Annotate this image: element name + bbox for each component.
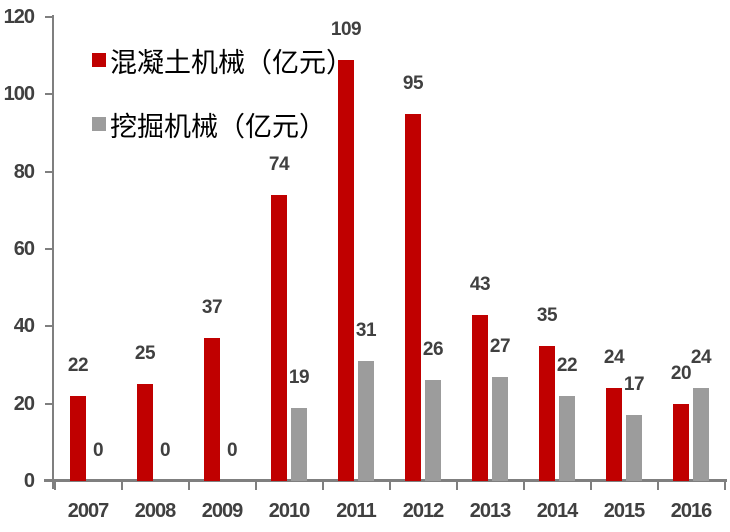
y-axis-tick-mark bbox=[45, 325, 53, 328]
y-axis-tick-label-80: 80 bbox=[13, 160, 35, 183]
concrete-machinery-bar-2007 bbox=[70, 395, 86, 481]
concrete-machinery-bar-2008 bbox=[137, 384, 153, 481]
x-axis-line bbox=[44, 479, 727, 482]
y-axis-tick-mark bbox=[45, 16, 53, 18]
concrete-machinery-bar-2013 bbox=[472, 314, 488, 481]
x-axis-label-2010: 2010 bbox=[268, 500, 311, 522]
y-axis-tick-label-20: 20 bbox=[13, 392, 35, 415]
y-axis-line bbox=[52, 15, 54, 489]
x-axis-label-2007: 2007 bbox=[67, 500, 110, 522]
concrete-machinery-value-label-2016: 20 bbox=[670, 362, 692, 384]
concrete-machinery-value-label-2014: 35 bbox=[536, 304, 558, 326]
legend-item-excavator-machinery[interactable]: 挖掘机械（亿元） bbox=[92, 104, 353, 144]
concrete-machinery-bar-2016 bbox=[673, 403, 689, 481]
concrete-machinery-value-label-2010: 74 bbox=[268, 153, 290, 175]
x-axis-tick-mark bbox=[589, 481, 592, 490]
x-axis-label-2011: 2011 bbox=[336, 500, 376, 522]
concrete-machinery-value-label-2013: 43 bbox=[469, 273, 491, 295]
x-axis-tick-mark bbox=[321, 481, 324, 490]
x-axis-tick-mark bbox=[455, 481, 458, 490]
x-axis-label-2016: 2016 bbox=[670, 500, 713, 522]
excavator-machinery-value-label-2014: 22 bbox=[556, 354, 578, 376]
x-axis-tick-mark bbox=[656, 481, 659, 490]
x-axis-label-2009: 2009 bbox=[201, 500, 244, 522]
excavator-machinery-value-label-2012: 26 bbox=[422, 339, 444, 361]
y-axis-tick-mark bbox=[45, 170, 53, 173]
y-axis-tick-label-60: 60 bbox=[13, 238, 35, 260]
y-axis-tick-label-100: 100 bbox=[3, 83, 35, 106]
excavator-machinery-bar-2014 bbox=[559, 395, 575, 481]
concrete-machinery-bar-2010 bbox=[271, 194, 287, 481]
x-axis-tick-mark bbox=[254, 481, 257, 490]
excavator-machinery-value-label-2007: 0 bbox=[92, 440, 104, 461]
x-axis-label-2015: 2015 bbox=[603, 500, 646, 522]
legend-label-concrete-machinery: 混凝土机械（亿元） bbox=[110, 47, 353, 79]
concrete-machinery-value-label-2015: 24 bbox=[603, 347, 625, 369]
concrete-machinery-bar-2011 bbox=[338, 59, 354, 481]
x-axis-tick-mark bbox=[522, 481, 525, 490]
y-axis-tick-label-40: 40 bbox=[13, 315, 35, 338]
excavator-machinery-value-label-2013: 27 bbox=[489, 335, 511, 357]
legend-swatch-gray-icon bbox=[92, 117, 106, 131]
excavator-machinery-value-label-2008: 0 bbox=[159, 440, 171, 461]
y-axis-tick-label-120: 120 bbox=[3, 6, 35, 28]
excavator-machinery-value-label-2015: 17 bbox=[623, 374, 645, 396]
excavator-machinery-bar-2013 bbox=[492, 376, 508, 481]
x-axis-label-2014: 2014 bbox=[536, 500, 579, 522]
x-axis-tick-mark bbox=[187, 481, 190, 490]
x-axis-label-2012: 2012 bbox=[402, 500, 445, 522]
x-axis-tick-mark bbox=[388, 481, 391, 490]
x-axis-tick-mark bbox=[723, 481, 726, 490]
y-axis-tick-mark bbox=[45, 248, 53, 250]
x-axis-tick-mark bbox=[120, 481, 123, 490]
y-axis-tick-label-0: 0 bbox=[23, 470, 35, 492]
chart-legend: 混凝土机械（亿元） 挖掘机械（亿元） bbox=[92, 40, 353, 168]
excavator-machinery-bar-2011 bbox=[358, 361, 374, 481]
concrete-machinery-value-label-2012: 95 bbox=[402, 72, 424, 94]
excavator-machinery-value-label-2011: 31 bbox=[355, 320, 377, 342]
y-axis-tick-mark bbox=[45, 402, 53, 405]
legend-swatch-red-icon bbox=[92, 53, 106, 67]
x-axis-label-2013: 2013 bbox=[469, 500, 512, 522]
excavator-machinery-bar-2015 bbox=[626, 415, 642, 481]
y-axis-tick-mark bbox=[45, 480, 53, 482]
concrete-machinery-bar-2009 bbox=[204, 337, 220, 481]
excavator-machinery-bar-2016 bbox=[693, 388, 709, 481]
legend-label-excavator-machinery: 挖掘机械（亿元） bbox=[110, 111, 326, 143]
concrete-machinery-bar-2014 bbox=[539, 345, 555, 481]
concrete-machinery-value-label-2007: 22 bbox=[67, 354, 89, 376]
legend-item-concrete-machinery[interactable]: 混凝土机械（亿元） bbox=[92, 40, 353, 80]
x-axis-tick-mark bbox=[53, 481, 56, 490]
excavator-machinery-value-label-2010: 19 bbox=[288, 366, 310, 388]
excavator-machinery-bar-2010 bbox=[291, 407, 307, 481]
concrete-machinery-value-label-2008: 25 bbox=[134, 343, 156, 365]
excavator-machinery-value-label-2009: 0 bbox=[226, 440, 238, 461]
y-axis-tick-mark bbox=[45, 93, 53, 96]
concrete-machinery-value-label-2011: 109 bbox=[330, 18, 362, 40]
excavator-machinery-value-label-2016: 24 bbox=[690, 347, 712, 369]
concrete-machinery-bar-2015 bbox=[606, 388, 622, 481]
excavator-machinery-bar-2012 bbox=[425, 380, 441, 481]
x-axis-label-2008: 2008 bbox=[134, 500, 177, 522]
concrete-machinery-bar-2012 bbox=[405, 113, 421, 481]
concrete-machinery-value-label-2009: 37 bbox=[201, 296, 223, 318]
